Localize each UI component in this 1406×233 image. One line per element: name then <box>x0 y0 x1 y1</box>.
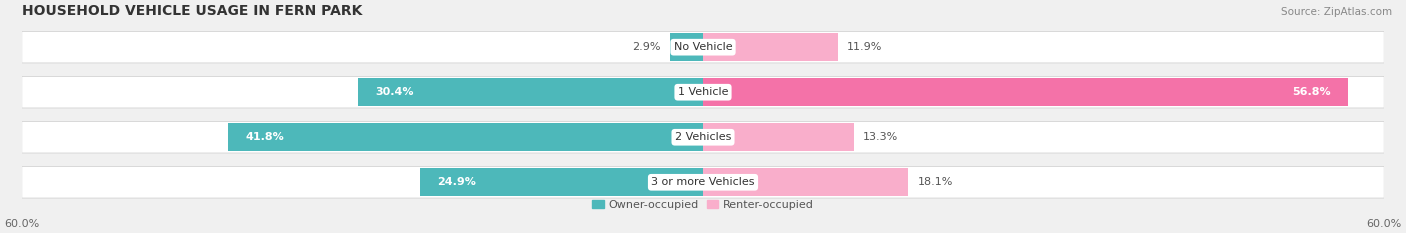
Text: 41.8%: 41.8% <box>246 132 284 142</box>
Text: Source: ZipAtlas.com: Source: ZipAtlas.com <box>1281 7 1392 17</box>
Bar <box>703 33 838 61</box>
FancyBboxPatch shape <box>21 167 1385 198</box>
Text: 3 or more Vehicles: 3 or more Vehicles <box>651 177 755 187</box>
Text: 13.3%: 13.3% <box>863 132 898 142</box>
Bar <box>228 123 703 151</box>
Bar <box>703 123 853 151</box>
Bar <box>671 33 703 61</box>
Text: 18.1%: 18.1% <box>918 177 953 187</box>
Text: 11.9%: 11.9% <box>848 42 883 52</box>
Text: No Vehicle: No Vehicle <box>673 42 733 52</box>
Legend: Owner-occupied, Renter-occupied: Owner-occupied, Renter-occupied <box>588 195 818 214</box>
Text: 30.4%: 30.4% <box>375 87 413 97</box>
FancyBboxPatch shape <box>21 76 1385 108</box>
Text: 24.9%: 24.9% <box>437 177 477 187</box>
Text: 56.8%: 56.8% <box>1292 87 1331 97</box>
Text: 2.9%: 2.9% <box>633 42 661 52</box>
Text: 1 Vehicle: 1 Vehicle <box>678 87 728 97</box>
Bar <box>420 168 703 196</box>
FancyBboxPatch shape <box>21 121 1385 153</box>
Bar <box>359 78 703 106</box>
Text: HOUSEHOLD VEHICLE USAGE IN FERN PARK: HOUSEHOLD VEHICLE USAGE IN FERN PARK <box>21 4 363 18</box>
Text: 2 Vehicles: 2 Vehicles <box>675 132 731 142</box>
FancyBboxPatch shape <box>21 31 1385 63</box>
Bar <box>703 78 1348 106</box>
Bar <box>703 168 908 196</box>
